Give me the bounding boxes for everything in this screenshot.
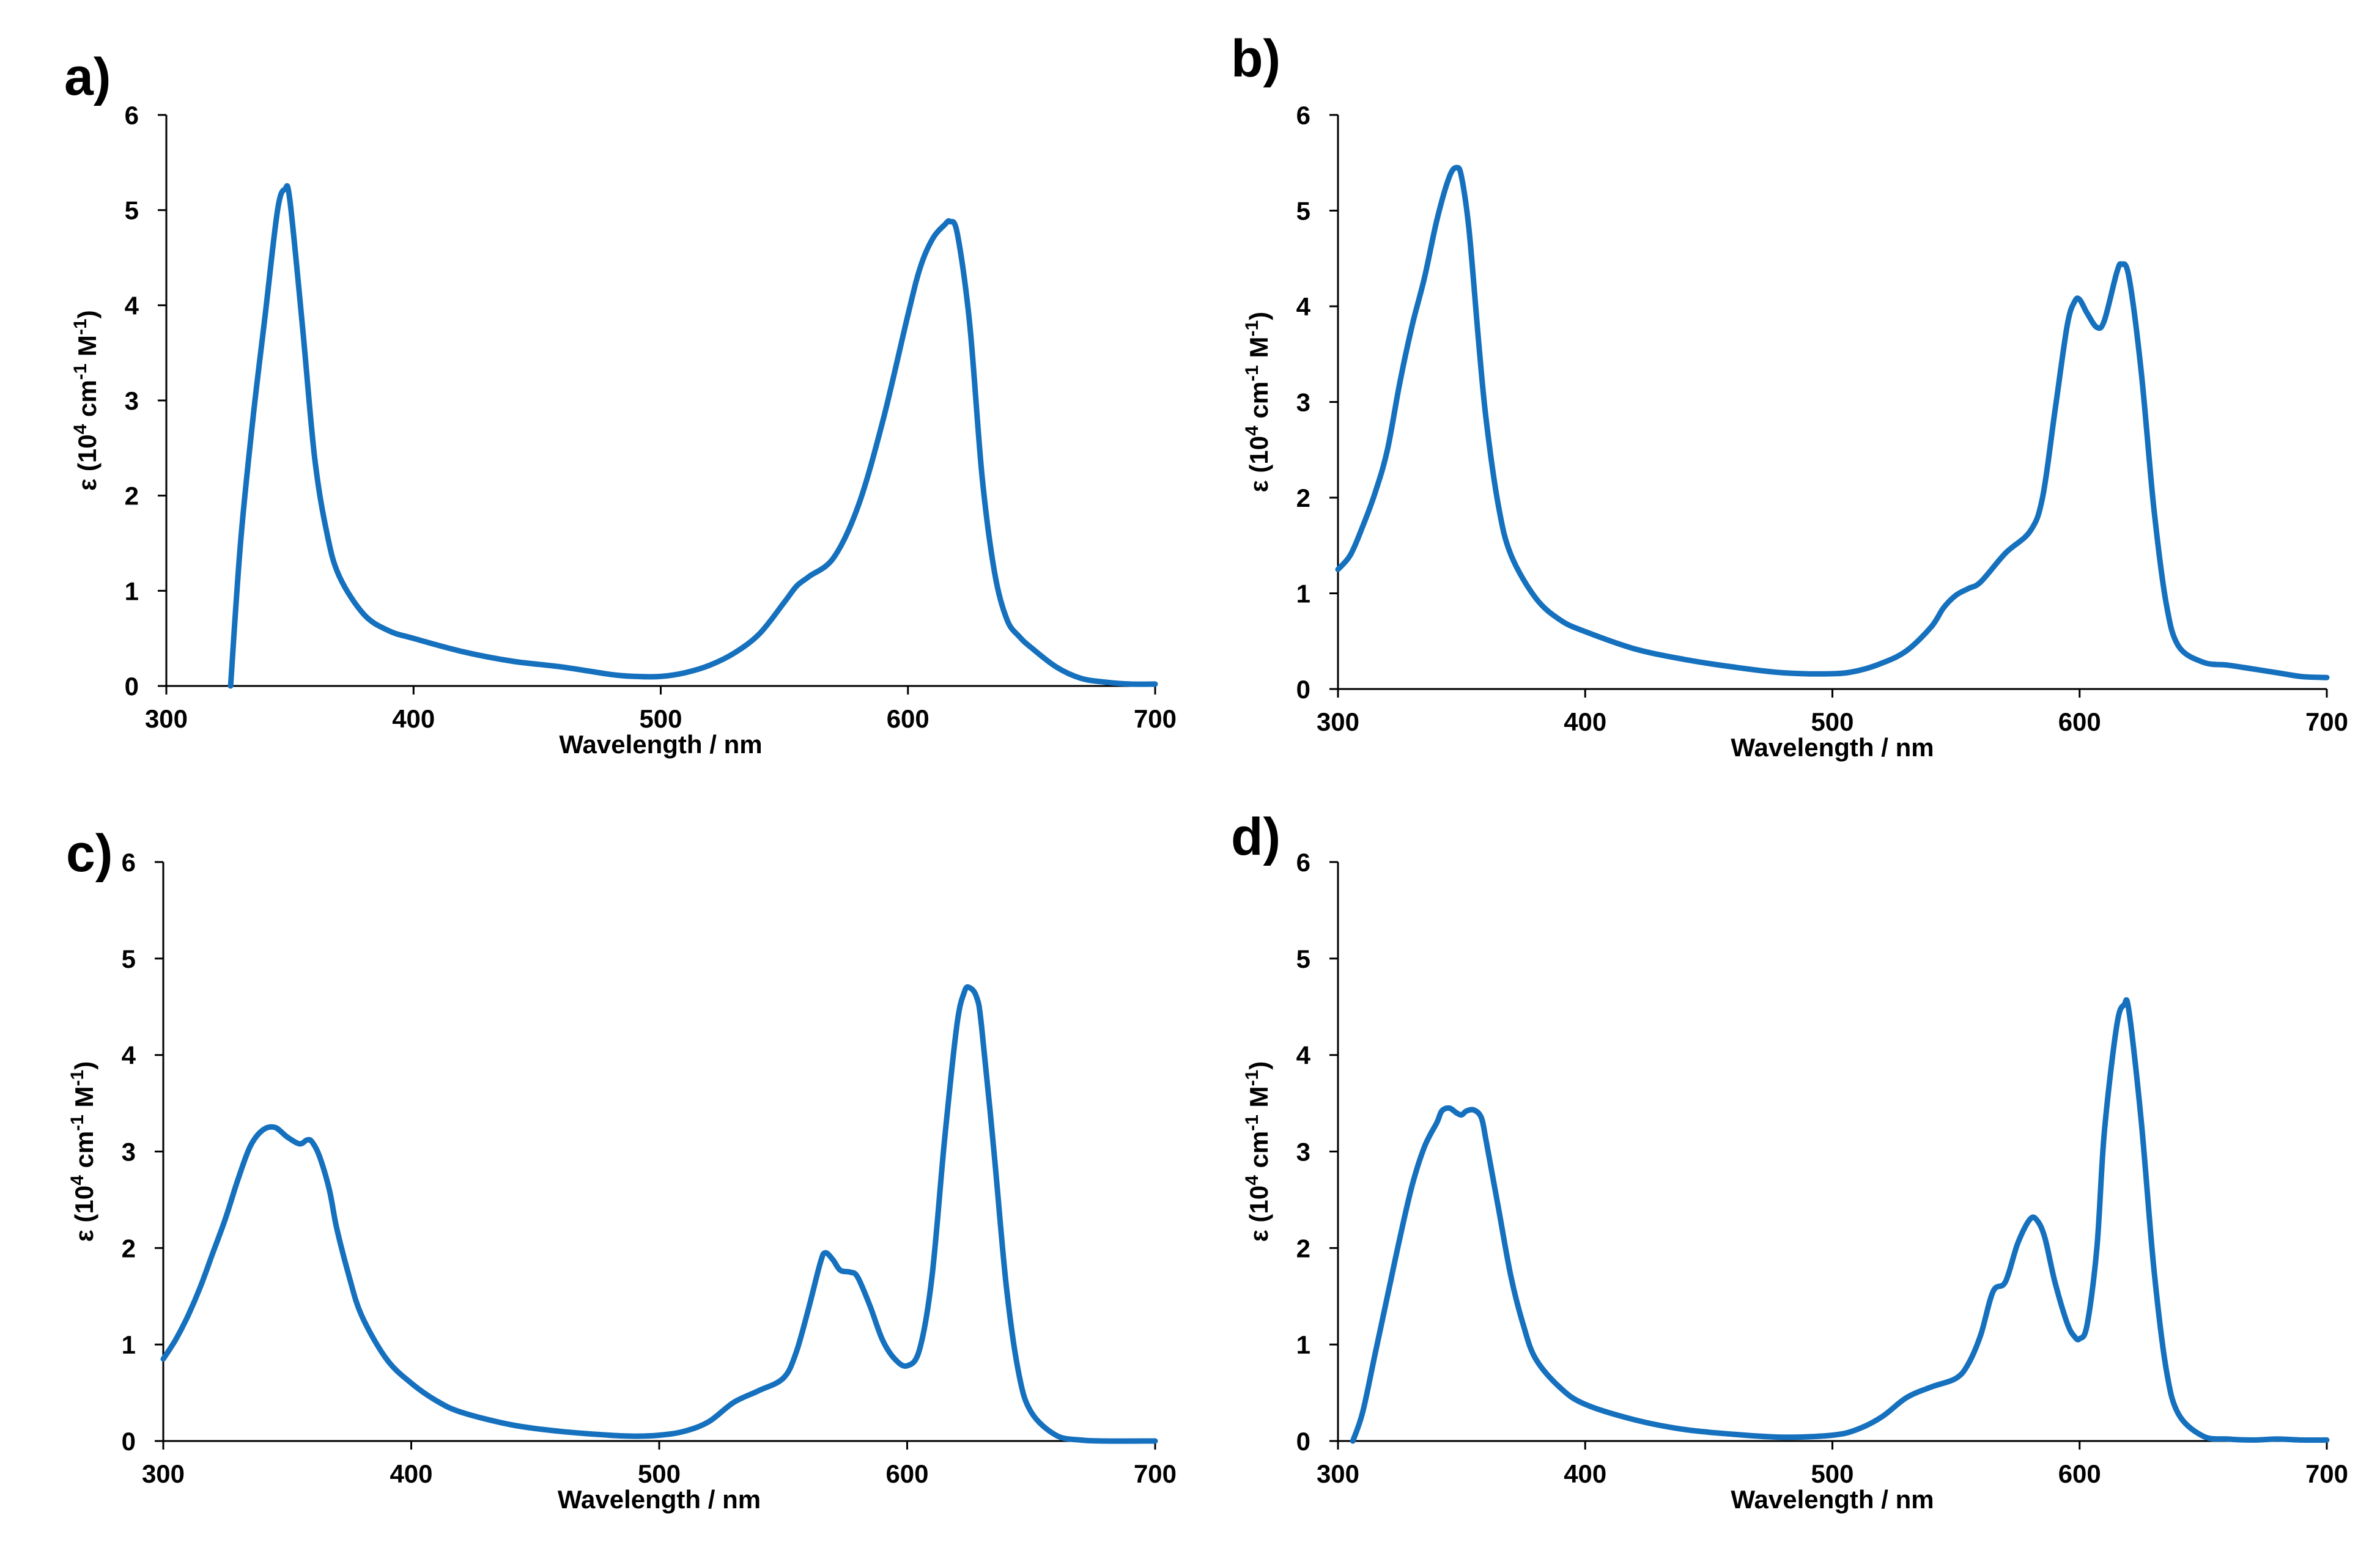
x-axis-label: Wavelength / nm	[1731, 733, 1934, 762]
y-axis-label-mid: cm	[1244, 381, 1273, 426]
y-axis-label: ε (104 cm-1 M-1)	[67, 1061, 98, 1242]
y-axis-label-exp1: 4	[67, 1175, 87, 1185]
y-tick-label: 0	[1296, 1427, 1310, 1456]
x-tick-label: 700	[2305, 707, 2348, 736]
x-tick-label: 700	[2305, 1459, 2348, 1488]
x-tick-label: 700	[1134, 704, 1177, 733]
y-axis-label-prefix: ε (10	[1244, 436, 1273, 492]
y-axis-label-exp3: -1	[1242, 1070, 1262, 1086]
y-tick-label: 3	[125, 386, 139, 415]
x-tick-label: 400	[1564, 1459, 1606, 1488]
y-tick-label: 0	[122, 1427, 136, 1456]
y-tick-label: 0	[125, 672, 139, 701]
x-tick-label: 400	[392, 704, 435, 733]
y-axis-label-exp2: -1	[70, 364, 91, 380]
y-tick-label: 3	[1296, 1138, 1310, 1167]
x-tick-label: 600	[885, 1459, 928, 1488]
x-axis-label: Wavelength / nm	[1731, 1485, 1934, 1514]
y-tick-label: 2	[122, 1234, 136, 1262]
series-line-d	[1350, 997, 2330, 1444]
y-axis-label-prefix: ε (10	[70, 1185, 98, 1242]
panel-label: d)	[1231, 808, 1281, 866]
y-axis-label-end: M	[73, 335, 102, 364]
y-tick-label: 6	[1296, 101, 1310, 130]
y-tick-label: 4	[1296, 1041, 1311, 1070]
y-tick-label: 1	[1296, 580, 1310, 608]
panel-label: b)	[1231, 29, 1281, 88]
y-axis-label-exp3: -1	[67, 1070, 87, 1086]
x-tick-label: 400	[1564, 707, 1606, 736]
y-tick-label: 2	[125, 482, 139, 510]
y-axis-label-prefix: ε (10	[73, 434, 102, 490]
y-tick-label: 4	[122, 1041, 136, 1070]
y-axis-label-close: )	[70, 1061, 98, 1070]
series-line-b	[1335, 164, 2330, 680]
y-axis-label-prefix: ε (10	[1244, 1185, 1273, 1242]
chart-panel-2: c) 0 1 2 3 4 5 6 300 400 500 600 700 Wavelength / nm ε…	[66, 824, 1177, 1514]
x-tick-label: 700	[1134, 1459, 1177, 1488]
y-axis-label-exp1: 4	[1242, 1175, 1262, 1185]
y-tick-label: 3	[1296, 388, 1310, 417]
y-tick-label: 4	[1296, 292, 1311, 321]
x-tick-label: 300	[1317, 707, 1359, 736]
x-tick-label: 600	[887, 704, 929, 733]
y-tick-label: 0	[1296, 675, 1310, 704]
panel-label: c)	[66, 824, 113, 883]
y-tick-label: 3	[122, 1138, 136, 1167]
y-axis-label-close: )	[73, 310, 102, 319]
x-tick-label: 500	[1811, 1459, 1853, 1488]
x-tick-label: 300	[142, 1459, 185, 1488]
y-axis-label-exp1: 4	[1242, 426, 1262, 436]
y-axis-label-close: )	[1244, 1061, 1273, 1070]
y-tick-label: 2	[1296, 1234, 1310, 1262]
series-line-a	[227, 183, 1158, 689]
y-tick-label: 1	[122, 1330, 136, 1359]
chart-panel-1: b) 0 1 2 3 4 5 6 300 400 500 600 700 Wavelength / nm ε…	[1231, 29, 2348, 762]
y-tick-label: 2	[1296, 484, 1310, 512]
y-tick-label: 5	[122, 945, 136, 973]
chart-panel-0: a) 0 1 2 3 4 5 6 300 400 500 600 700 Wavelength / nm ε…	[64, 48, 1177, 759]
y-tick-label: 6	[122, 848, 136, 877]
y-axis-label-exp3: -1	[70, 319, 91, 335]
y-axis-label-exp3: -1	[1242, 320, 1262, 337]
y-axis-label-mid: cm	[70, 1131, 98, 1175]
x-tick-label: 600	[2058, 1459, 2101, 1488]
y-tick-label: 5	[1296, 945, 1310, 973]
x-tick-label: 300	[1317, 1459, 1359, 1488]
y-axis-label-exp2: -1	[1242, 365, 1262, 381]
y-tick-label: 4	[125, 291, 139, 320]
y-axis-label-exp2: -1	[67, 1115, 87, 1131]
x-tick-label: 600	[2058, 707, 2101, 736]
y-axis-label: ε (104 cm-1 M-1)	[1242, 312, 1273, 492]
y-axis-label: ε (104 cm-1 M-1)	[1242, 1061, 1273, 1242]
y-axis-label-mid: cm	[1244, 1131, 1273, 1175]
x-tick-label: 500	[639, 704, 682, 733]
x-tick-label: 300	[145, 704, 188, 733]
series-line-c	[160, 984, 1158, 1444]
y-tick-label: 5	[1296, 197, 1310, 226]
y-tick-label: 6	[125, 101, 139, 130]
x-axis-label: Wavelength / nm	[558, 1485, 761, 1514]
y-tick-label: 1	[1296, 1330, 1310, 1359]
y-axis-label-exp2: -1	[1242, 1115, 1262, 1131]
y-axis-label: ε (104 cm-1 M-1)	[70, 310, 102, 490]
y-axis-label-end: M	[70, 1086, 98, 1115]
panel-label: a)	[64, 48, 111, 106]
x-tick-label: 500	[1811, 707, 1853, 736]
y-tick-label: 6	[1296, 848, 1310, 877]
chart-panel-3: d) 0 1 2 3 4 5 6 300 400 500 600 700 Wavelength / nm ε…	[1231, 808, 2348, 1514]
y-axis-label-exp1: 4	[70, 424, 91, 434]
y-tick-label: 5	[125, 196, 139, 225]
y-axis-label-close: )	[1244, 312, 1273, 320]
x-tick-label: 500	[638, 1459, 681, 1488]
y-axis-label-end: M	[1244, 336, 1273, 365]
y-axis-label-mid: cm	[73, 380, 102, 424]
x-tick-label: 400	[390, 1459, 432, 1488]
x-axis-label: Wavelength / nm	[559, 730, 762, 759]
y-axis-label-end: M	[1244, 1086, 1273, 1115]
y-tick-label: 1	[125, 577, 139, 605]
